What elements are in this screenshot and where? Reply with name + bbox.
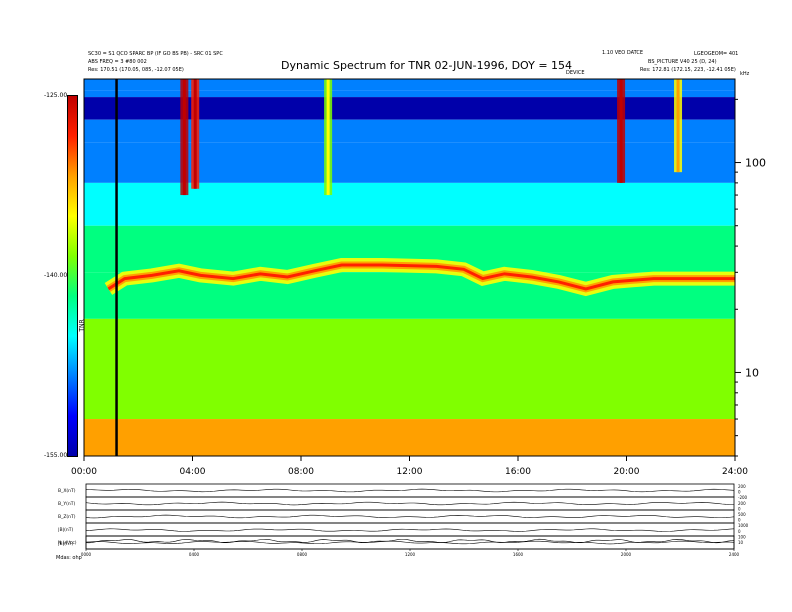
- header-right-line1: LGEOGEOM= 401: [694, 51, 739, 57]
- spectrum-band: [84, 79, 735, 91]
- header-left-line2: ABS FREQ = 3 #80 002: [88, 59, 147, 65]
- aux-panel-label: B_Z(nT): [58, 514, 76, 520]
- aux-right-tick: 100: [738, 534, 746, 539]
- radio-burst-core: [193, 79, 197, 189]
- aux-bottom-tick: 0800: [297, 552, 308, 557]
- spectrum-band: [84, 318, 735, 420]
- aux-bottom-tick: 1200: [405, 552, 416, 557]
- radio-burst-core: [676, 79, 680, 173]
- aux-right-tick: -200: [738, 495, 748, 500]
- aux-trace: [85, 538, 735, 544]
- aux-bottom-tick: 2000: [621, 552, 632, 557]
- spectrum-band: [84, 97, 735, 120]
- header-right-line2: BS_PICTURE V40 25 (D, 24): [648, 59, 717, 65]
- aux-trace: [85, 488, 735, 493]
- aux-panel-label: B_X(nT): [58, 488, 76, 494]
- aux-right-tick: 1000: [738, 523, 749, 528]
- spectrum-band: [84, 119, 735, 143]
- aux-trace: [85, 501, 735, 506]
- aux-panel-label: N (#/cc): [58, 540, 77, 546]
- x-tick-label: 24:00: [722, 467, 748, 477]
- y-unit-label: kHz: [740, 71, 750, 77]
- aux-bottom-tick: 2400: [729, 552, 740, 557]
- aux-right-tick: 0: [738, 490, 741, 495]
- colorbar-tick-mid: -140.00: [44, 272, 68, 279]
- spectrum-band: [84, 182, 735, 226]
- header-right-line3: Res: 172.81 (172.15, 223, -12.41 05E): [640, 67, 736, 73]
- aux-trace: [85, 540, 735, 545]
- aux-panel-label: |B|(nT): [58, 541, 73, 547]
- colorbar: [67, 95, 78, 457]
- aux-panel-label: |B|(nT): [58, 527, 73, 533]
- aux-right-tick: 200: [738, 484, 746, 489]
- header-center-small2: DEVICE: [566, 70, 585, 76]
- colorbar-tick-bottom: -155.00: [44, 452, 68, 459]
- x-tick-label: 08:00: [288, 467, 314, 477]
- spectrum-band: [84, 419, 735, 456]
- aux-right-tick: 0: [738, 506, 741, 511]
- y-tick-label: 10: [745, 366, 759, 379]
- x-tick-label: 12:00: [397, 467, 423, 477]
- aux-bottom-tick: 0400: [189, 552, 200, 557]
- aux-bottom-tick: 1600: [513, 552, 524, 557]
- aux-right-tick: 500: [738, 512, 746, 517]
- colorbar-tick-top: -125.00: [44, 92, 68, 99]
- aux-right-tick: 10: [738, 540, 744, 545]
- header-left-line1: SC30 = S1 QCO SPARC BP (IF GO BS PB) - S…: [88, 51, 223, 57]
- aux-trace: [85, 514, 735, 519]
- radio-burst-core: [619, 79, 623, 183]
- aux-right-tick: 0: [738, 529, 741, 534]
- x-tick-label: 20:00: [614, 467, 640, 477]
- header-left-line3: Res: 170.51 (170.05, 085, -12.07 05E): [88, 67, 184, 73]
- aux-right-tick: 200: [738, 501, 746, 506]
- header-center-small: 1.10 VEO DATCE: [602, 50, 644, 56]
- radio-burst-core: [326, 79, 330, 196]
- spectrum-band: [84, 90, 735, 98]
- footer-left: Mdas: ohp: [56, 555, 82, 561]
- aux-panel-label: B_Y(nT): [58, 501, 75, 507]
- x-tick-label: 04:00: [180, 467, 206, 477]
- radio-burst-core: [182, 79, 186, 196]
- chart-title: Dynamic Spectrum for TNR 02-JUN-1996, DO…: [281, 59, 573, 72]
- aux-bottom-tick: 0000: [81, 552, 92, 557]
- x-tick-label: 16:00: [505, 467, 531, 477]
- x-tick-label: 00:00: [71, 467, 97, 477]
- y-tick-label: 100: [745, 157, 766, 170]
- emission-line: [107, 263, 735, 291]
- aux-trace: [85, 528, 735, 532]
- aux-right-tick: 0: [738, 518, 741, 523]
